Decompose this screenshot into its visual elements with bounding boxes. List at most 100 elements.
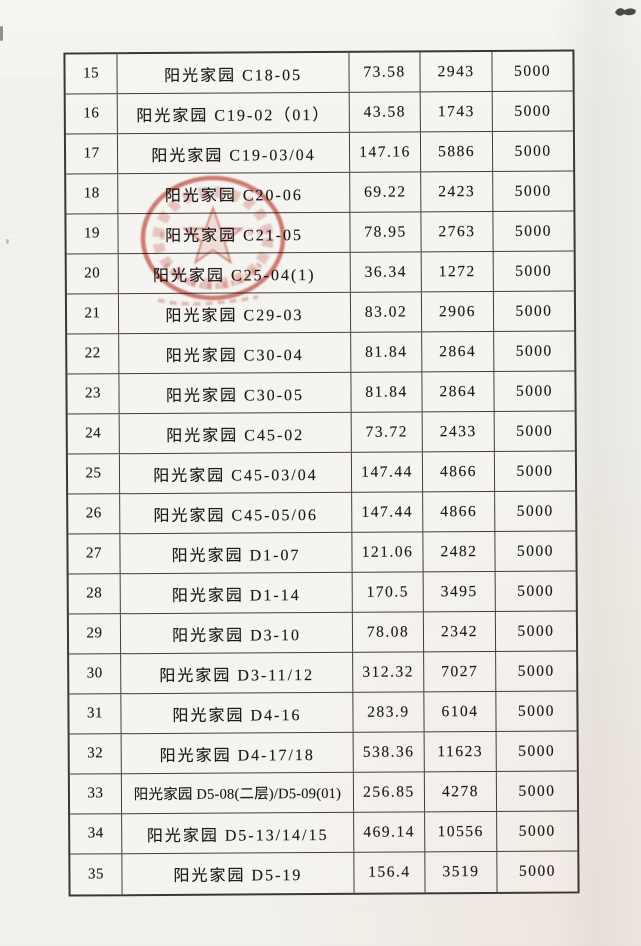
project-name-cell: 阳光家园 D3-10 (120, 612, 354, 654)
value3-cell: 5000 (515, 262, 553, 280)
value1-cell: 147.16 (349, 132, 422, 172)
value2-cell: 2864 (422, 331, 495, 372)
value2-cell: 7027 (424, 651, 497, 692)
project-name-cell: 阳光家园 C45-05/06 (120, 492, 353, 534)
table-row: 24 阳光家园 C45-02 73.72 2433 5000 (67, 411, 575, 455)
value2-cell: 1272 (421, 251, 494, 292)
value1-cell: 147.44 (351, 452, 424, 492)
project-name-cell: 阳光家园 C18-05 (117, 52, 350, 94)
ink-smudge-mark (615, 8, 636, 16)
table-row: 19 阳光家园 C21-05 78.95 2763 5000 (66, 211, 574, 255)
table-row: 17 阳光家园 C19-03/04 147.16 5886 5000 (65, 131, 574, 175)
value1-cell: 78.08 (352, 612, 425, 652)
value2-cell: 11623 (424, 731, 497, 772)
value2-cell: 2864 (422, 371, 495, 412)
value2-cell: 6104 (424, 691, 497, 732)
value2-cell: 2423 (421, 171, 494, 212)
row-number-cell: 28 (68, 574, 121, 614)
row-number-cell: 25 (67, 454, 121, 494)
value1-cell: 147.44 (352, 492, 424, 532)
value1-cell: 83.02 (350, 292, 423, 332)
value3-cell: 5000 (516, 542, 555, 560)
value3-cell: 5000 (514, 222, 553, 240)
row-number-cell: 15 (65, 54, 118, 94)
row-number-cell: 34 (70, 814, 123, 854)
table-row: 21 阳光家园 C29-03 83.02 2906 5000 (66, 291, 575, 335)
value3-cell: 5000 (518, 862, 556, 880)
value1-cell: 73.58 (349, 52, 421, 92)
value3-cell: 5000 (514, 142, 552, 160)
table-row: 22 阳光家园 C30-04 81.84 2864 5000 (67, 331, 575, 375)
project-name-cell: 阳光家园 D5-19 (122, 852, 355, 895)
row-number-cell: 19 (66, 214, 119, 254)
project-name-cell: 阳光家园 D1-14 (120, 572, 353, 614)
table-row: 31 阳光家园 D4-16 283.9 6104 5000 (69, 691, 577, 735)
value3-cell: 5000 (517, 622, 555, 640)
row-number-cell: 32 (69, 734, 122, 774)
value3-cell: 5000 (514, 182, 552, 200)
value1-cell: 43.58 (349, 92, 421, 132)
row-number-cell: 30 (69, 654, 122, 694)
table-row: 18 阳光家园 C20-06 69.22 2423 5000 (66, 171, 574, 215)
project-name-cell: 阳光家园 C45-02 (119, 412, 352, 454)
table-row: 23 阳光家园 C30-05 81.84 2864 5000 (67, 371, 575, 415)
value1-cell: 170.5 (352, 572, 424, 612)
value1-cell: 69.22 (350, 172, 422, 212)
project-name-cell: 阳光家园 C30-04 (119, 332, 352, 374)
value2-cell: 3519 (425, 851, 498, 893)
table-row: 33 阳光家园 D5-08(二层)/D5-09(01) 256.85 4278 5000 (69, 771, 578, 815)
value1-cell: 78.95 (350, 212, 422, 252)
value3-cell: 5000 (515, 302, 553, 320)
row-number-cell: 18 (66, 174, 119, 214)
value2-cell: 5886 (420, 131, 494, 172)
table-row: 32 阳光家园 D4-17/18 538.36 11623 5000 (69, 731, 577, 775)
value1-cell: 73.72 (351, 412, 423, 452)
project-name-cell: 阳光家园 D4-17/18 (121, 732, 354, 774)
table-row: 29 阳光家园 D3-10 78.08 2342 5000 (68, 611, 577, 655)
table-row: 20 阳光家园 C25-04(1) 36.34 1272 5000 (66, 251, 574, 295)
row-number-cell: 22 (67, 334, 120, 374)
project-name-cell: 阳光家园 C19-03/04 (117, 132, 351, 174)
value3-cell: 5000 (517, 582, 555, 600)
table-row: 27 阳光家园 D1-07 121.06 2482 5000 (68, 531, 576, 575)
row-number-cell: 20 (66, 254, 119, 294)
project-name-cell: 阳光家园 C45-03/04 (119, 452, 353, 494)
value2-cell: 2943 (420, 51, 493, 92)
value2-cell: 10556 (425, 811, 498, 852)
value1-cell: 538.36 (353, 732, 425, 772)
value1-cell: 312.32 (353, 652, 425, 692)
project-name-cell: 阳光家园 C29-03 (118, 292, 352, 334)
value1-cell: 283.9 (353, 692, 425, 732)
project-name-cell: 阳光家园 D1-07 (120, 532, 353, 574)
project-name-cell: 阳光家园 C30-05 (119, 372, 352, 414)
value3-cell: 5000 (518, 742, 556, 760)
row-number-cell: 16 (65, 94, 118, 134)
table-row: 26 阳光家园 C45-05/06 147.44 4866 5000 (68, 491, 576, 535)
row-number-cell: 31 (69, 694, 122, 734)
value3-cell: 5000 (516, 422, 554, 440)
value3-cell: 5000 (516, 502, 554, 520)
value3-cell: 5000 (517, 662, 555, 680)
row-number-cell: 24 (67, 414, 120, 454)
table-row: 30 阳光家园 D3-11/12 312.32 7027 5000 (69, 651, 577, 695)
value1-cell: 156.4 (354, 852, 426, 893)
row-number-cell: 23 (67, 374, 120, 414)
row-number-cell: 17 (65, 134, 119, 174)
row-number-cell: 29 (68, 614, 122, 654)
project-name-cell: 阳光家园 D4-16 (121, 692, 354, 734)
value2-cell: 2433 (422, 411, 495, 452)
project-name-cell: 阳光家园 C21-05 (118, 212, 351, 254)
value3-cell: 5000 (517, 702, 556, 720)
value1-cell: 81.84 (351, 372, 423, 412)
value2-cell: 2482 (423, 531, 496, 572)
row-number-cell: 35 (70, 854, 123, 895)
table-row: 34 阳光家园 D5-13/14/15 469.14 10556 5000 (70, 811, 578, 855)
value3-cell: 5000 (515, 382, 554, 400)
value2-cell: 2906 (421, 291, 495, 332)
value3-cell: 5000 (515, 342, 553, 360)
value2-cell: 4866 (422, 451, 496, 492)
table-row: 15 阳光家园 C18-05 73.58 2943 5000 (65, 51, 573, 95)
value2-cell: 4866 (423, 491, 496, 532)
table-row: 35 阳光家园 D5-19 156.4 3519 5000 (70, 851, 577, 895)
